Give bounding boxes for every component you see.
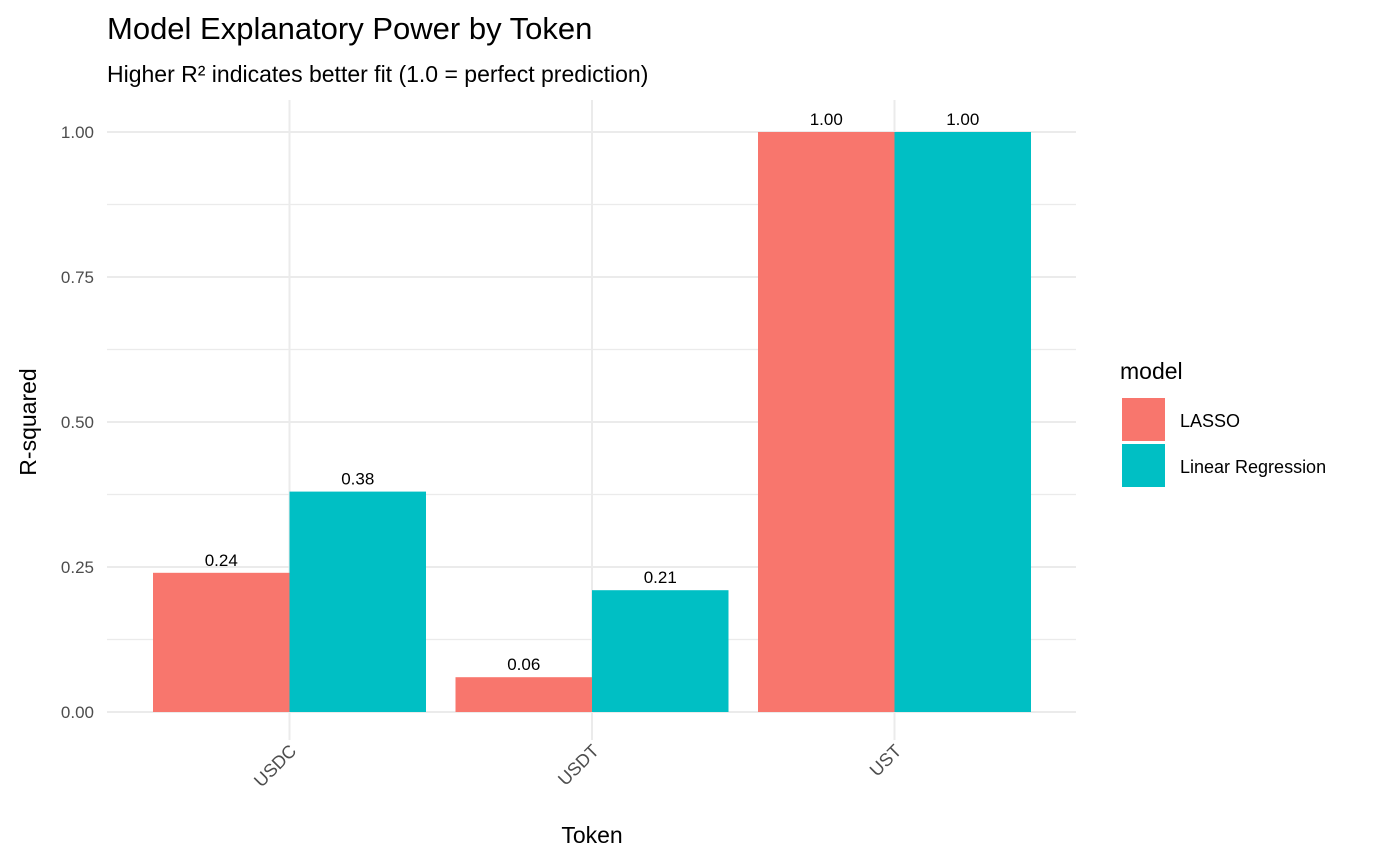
bar [289, 491, 426, 712]
legend-label: LASSO [1180, 411, 1240, 431]
legend: model LASSO Linear Regression [1120, 358, 1326, 487]
y-tick-label: 0.50 [61, 413, 94, 432]
data-label: 0.21 [644, 568, 677, 587]
chart-title: Model Explanatory Power by Token [107, 11, 592, 46]
bar [592, 590, 729, 712]
bars [153, 132, 1031, 712]
data-label: 0.06 [507, 655, 540, 674]
bar [153, 572, 290, 712]
data-label: 0.38 [341, 470, 374, 489]
data-label: 1.00 [946, 110, 979, 129]
data-label: 0.24 [205, 551, 238, 570]
legend-title: model [1120, 358, 1183, 384]
legend-key [1122, 398, 1165, 441]
legend-key [1122, 444, 1165, 487]
y-tick-label: 1.00 [61, 123, 94, 142]
bar [894, 132, 1031, 712]
x-axis-title: Token [561, 822, 622, 848]
data-labels: 0.24 0.38 0.06 0.21 1.00 1.00 [205, 110, 980, 674]
bar [455, 677, 592, 712]
y-tick-label: 0.25 [61, 558, 94, 577]
y-tick-label: 0.75 [61, 268, 94, 287]
x-tick-label: USDT [554, 741, 603, 790]
data-label: 1.00 [810, 110, 843, 129]
y-axis-ticks: 0.00 0.25 0.50 0.75 1.00 [61, 123, 94, 722]
x-tick-label: USDC [250, 741, 300, 791]
bar [758, 132, 895, 712]
y-axis-title: R-squared [15, 368, 41, 475]
chart-subtitle: Higher R² indicates better fit (1.0 = pe… [107, 61, 648, 87]
x-axis-ticks: USDC USDT UST [250, 741, 905, 791]
y-tick-label: 0.00 [61, 703, 94, 722]
legend-label: Linear Regression [1180, 457, 1326, 477]
x-tick-label: UST [866, 741, 906, 781]
